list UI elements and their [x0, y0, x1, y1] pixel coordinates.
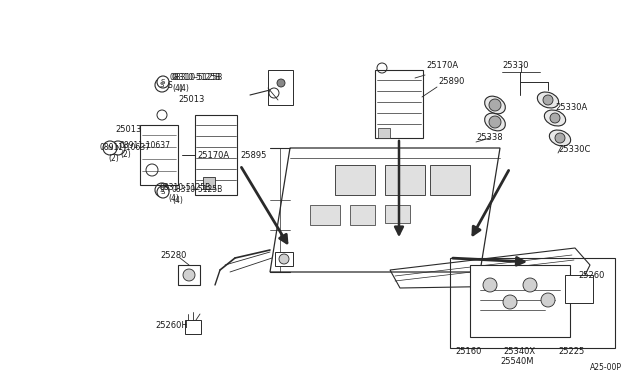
- Text: (2): (2): [108, 154, 119, 163]
- Bar: [385, 205, 410, 223]
- Circle shape: [489, 99, 501, 111]
- Circle shape: [543, 95, 553, 105]
- Text: 25330A: 25330A: [555, 103, 588, 112]
- Bar: [140, 125, 178, 185]
- Circle shape: [157, 186, 169, 198]
- Text: 25330C: 25330C: [558, 145, 590, 154]
- Bar: [185, 320, 201, 334]
- Circle shape: [489, 116, 501, 128]
- Text: A25-00P: A25-00P: [590, 363, 622, 372]
- Text: (4): (4): [172, 196, 183, 205]
- Circle shape: [503, 295, 517, 309]
- Circle shape: [277, 79, 285, 87]
- Text: S: S: [160, 82, 164, 88]
- Text: (4): (4): [178, 83, 189, 93]
- Text: 08310-5125B: 08310-5125B: [172, 186, 223, 195]
- Text: 25225: 25225: [558, 347, 584, 356]
- Text: 25170A: 25170A: [197, 151, 229, 160]
- Bar: [335, 165, 375, 195]
- Circle shape: [483, 278, 497, 292]
- Ellipse shape: [545, 110, 566, 126]
- Text: 25280: 25280: [160, 250, 186, 260]
- Ellipse shape: [538, 92, 559, 108]
- Text: 25890: 25890: [438, 77, 465, 87]
- Text: N: N: [108, 145, 113, 151]
- Text: S: S: [168, 80, 172, 90]
- Text: 08911-10637: 08911-10637: [100, 144, 151, 153]
- Text: 25013: 25013: [115, 125, 141, 135]
- Circle shape: [550, 113, 560, 123]
- Text: 08310-5125B: 08310-5125B: [170, 74, 221, 83]
- Text: (2): (2): [120, 151, 131, 160]
- Circle shape: [279, 254, 289, 264]
- Circle shape: [183, 269, 195, 281]
- Text: N: N: [115, 145, 120, 151]
- Text: S: S: [160, 187, 164, 193]
- Text: 25260H: 25260H: [156, 321, 188, 330]
- Text: (4): (4): [172, 83, 183, 93]
- Text: S: S: [161, 189, 165, 195]
- Bar: [375, 70, 423, 138]
- Bar: [450, 258, 615, 348]
- Text: (4): (4): [168, 193, 179, 202]
- Bar: [275, 252, 293, 266]
- Circle shape: [555, 133, 565, 143]
- Circle shape: [523, 278, 537, 292]
- Bar: [378, 128, 390, 138]
- Text: 25540M: 25540M: [500, 357, 534, 366]
- Text: 08911-10637: 08911-10637: [120, 141, 171, 150]
- Text: S: S: [161, 79, 165, 85]
- Ellipse shape: [484, 113, 506, 131]
- Circle shape: [541, 293, 555, 307]
- Circle shape: [157, 76, 169, 88]
- Bar: [195, 115, 237, 195]
- Bar: [203, 177, 215, 189]
- Bar: [385, 165, 425, 195]
- Text: 08310-5125B: 08310-5125B: [172, 74, 223, 83]
- Text: 25338: 25338: [476, 134, 502, 142]
- Text: 25330: 25330: [502, 61, 529, 70]
- Ellipse shape: [549, 130, 571, 146]
- Bar: [310, 205, 340, 225]
- Bar: [350, 205, 375, 225]
- Bar: [268, 70, 293, 105]
- Text: 08310-5125B: 08310-5125B: [160, 183, 211, 192]
- Text: 25013: 25013: [178, 96, 204, 105]
- Bar: [470, 265, 570, 337]
- Text: 25260: 25260: [578, 270, 604, 279]
- Circle shape: [103, 141, 117, 155]
- Text: 25160: 25160: [455, 347, 481, 356]
- Text: 25895: 25895: [240, 151, 266, 160]
- Text: 25170A: 25170A: [426, 61, 458, 70]
- Bar: [430, 165, 470, 195]
- Bar: [565, 275, 593, 303]
- Bar: [178, 265, 200, 285]
- Text: 25340X: 25340X: [503, 347, 535, 356]
- Ellipse shape: [484, 96, 506, 114]
